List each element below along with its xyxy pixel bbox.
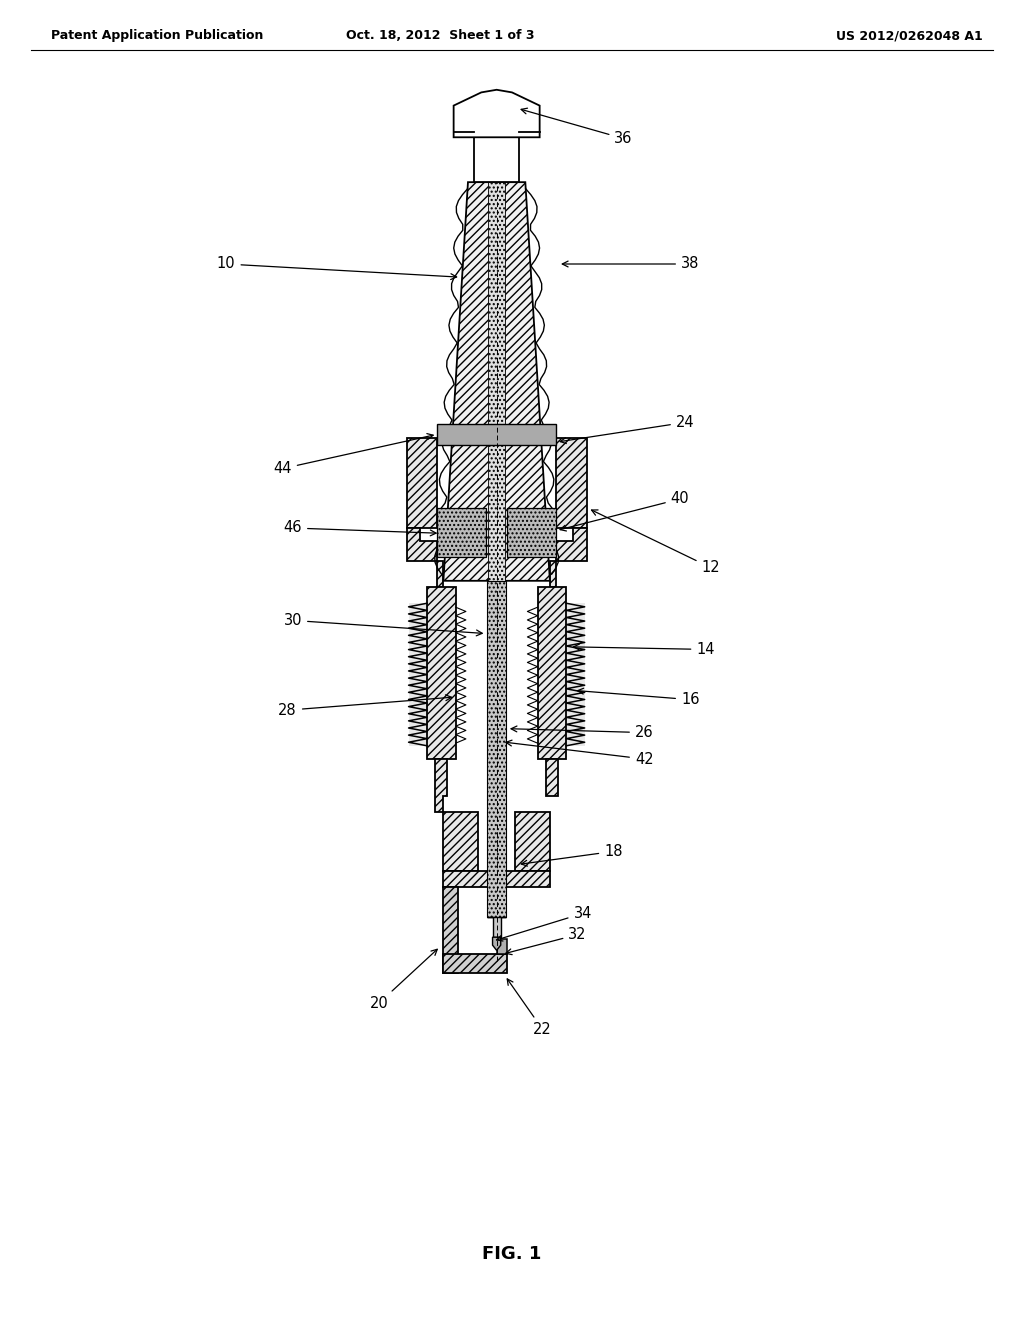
Polygon shape bbox=[556, 438, 587, 528]
Text: 18: 18 bbox=[521, 843, 623, 866]
Polygon shape bbox=[546, 759, 558, 796]
Text: 42: 42 bbox=[506, 741, 653, 767]
Polygon shape bbox=[487, 917, 506, 937]
Polygon shape bbox=[437, 508, 486, 557]
Polygon shape bbox=[487, 581, 506, 917]
Polygon shape bbox=[443, 182, 550, 581]
Text: 24: 24 bbox=[560, 414, 694, 444]
Polygon shape bbox=[497, 939, 507, 954]
Polygon shape bbox=[409, 603, 427, 746]
Text: 34: 34 bbox=[497, 906, 592, 941]
Text: 12: 12 bbox=[592, 510, 720, 576]
Polygon shape bbox=[515, 812, 550, 871]
Polygon shape bbox=[566, 603, 585, 746]
Polygon shape bbox=[454, 90, 540, 137]
Text: US 2012/0262048 A1: US 2012/0262048 A1 bbox=[837, 29, 983, 42]
Polygon shape bbox=[427, 587, 456, 759]
Text: 32: 32 bbox=[506, 927, 587, 954]
Text: 22: 22 bbox=[507, 979, 552, 1038]
Text: 26: 26 bbox=[511, 725, 653, 741]
Text: 36: 36 bbox=[521, 108, 633, 147]
Text: 40: 40 bbox=[560, 491, 689, 531]
Polygon shape bbox=[407, 438, 437, 528]
Polygon shape bbox=[437, 561, 443, 587]
Polygon shape bbox=[443, 812, 478, 871]
Polygon shape bbox=[550, 561, 556, 587]
Text: 38: 38 bbox=[562, 256, 699, 272]
Text: 44: 44 bbox=[273, 433, 433, 477]
Polygon shape bbox=[407, 528, 437, 561]
Polygon shape bbox=[437, 424, 556, 445]
Polygon shape bbox=[488, 182, 505, 581]
Text: 28: 28 bbox=[279, 694, 452, 718]
Polygon shape bbox=[556, 528, 587, 561]
Polygon shape bbox=[493, 937, 501, 950]
Text: 10: 10 bbox=[217, 256, 457, 280]
Polygon shape bbox=[443, 887, 458, 973]
Text: Patent Application Publication: Patent Application Publication bbox=[51, 29, 263, 42]
Text: 16: 16 bbox=[578, 688, 699, 708]
Text: FIG. 1: FIG. 1 bbox=[482, 1245, 542, 1263]
Text: 14: 14 bbox=[573, 642, 715, 657]
Text: 20: 20 bbox=[370, 949, 437, 1011]
Polygon shape bbox=[435, 759, 447, 812]
Polygon shape bbox=[474, 132, 519, 182]
Polygon shape bbox=[507, 508, 556, 557]
Polygon shape bbox=[443, 954, 507, 973]
Text: 46: 46 bbox=[284, 520, 436, 536]
Polygon shape bbox=[538, 587, 566, 759]
Text: 30: 30 bbox=[284, 612, 482, 636]
Text: Oct. 18, 2012  Sheet 1 of 3: Oct. 18, 2012 Sheet 1 of 3 bbox=[346, 29, 535, 42]
Polygon shape bbox=[443, 871, 550, 887]
